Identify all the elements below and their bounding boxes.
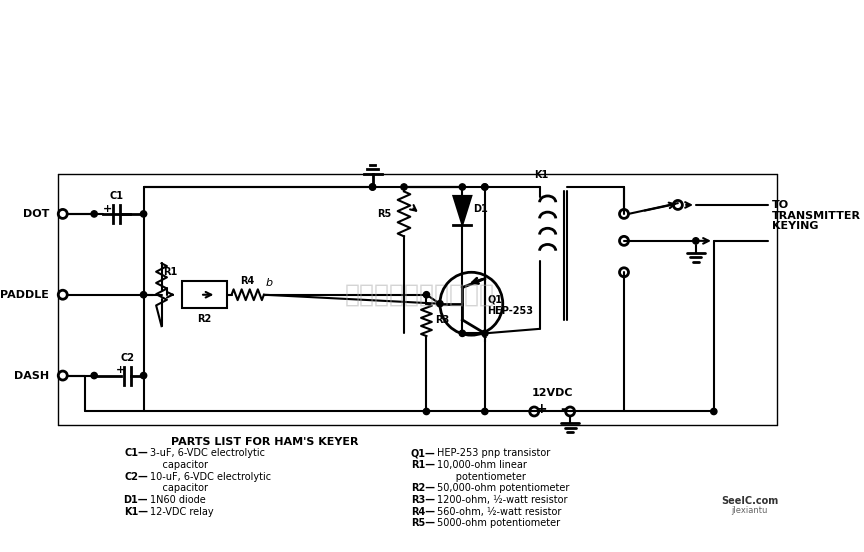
Text: HEP-253 pnp transistor: HEP-253 pnp transistor — [437, 448, 550, 458]
Text: C2: C2 — [120, 353, 135, 363]
Bar — [182, 282, 227, 308]
Text: TRANSMITTER: TRANSMITTER — [772, 211, 861, 221]
Text: R3—: R3— — [411, 495, 435, 505]
Text: 10,000-ohm linear: 10,000-ohm linear — [437, 460, 527, 470]
Text: c: c — [482, 330, 488, 339]
Circle shape — [141, 211, 147, 217]
Circle shape — [370, 184, 376, 190]
Text: C2—: C2— — [124, 471, 148, 482]
Text: K1: K1 — [534, 170, 549, 180]
Circle shape — [711, 408, 717, 415]
Text: 10-uF, 6-VDC electrolytic: 10-uF, 6-VDC electrolytic — [149, 471, 271, 482]
Text: D1—: D1— — [124, 495, 148, 505]
Text: R2: R2 — [198, 315, 212, 325]
Text: 杭州将睿科技有限公司: 杭州将睿科技有限公司 — [344, 283, 494, 307]
Text: 560-ohm, ½-watt resistor: 560-ohm, ½-watt resistor — [437, 507, 562, 517]
Text: 1200-ohm, ½-watt resistor: 1200-ohm, ½-watt resistor — [437, 495, 568, 505]
Text: Q1—: Q1— — [410, 448, 435, 458]
Text: 12-VDC relay: 12-VDC relay — [149, 507, 213, 517]
Circle shape — [91, 373, 98, 379]
Circle shape — [481, 408, 488, 415]
Circle shape — [481, 184, 488, 190]
Text: potentiometer: potentiometer — [437, 471, 526, 482]
Text: KEYING: KEYING — [772, 221, 819, 231]
Text: HEP-253: HEP-253 — [487, 306, 533, 316]
Text: capacitor: capacitor — [149, 484, 208, 493]
Text: C1: C1 — [110, 192, 124, 201]
Text: Q1: Q1 — [487, 294, 503, 304]
Text: C1—: C1— — [124, 448, 148, 458]
Text: 1N60 diode: 1N60 diode — [149, 495, 206, 505]
Text: R5—: R5— — [411, 518, 435, 528]
Text: PADDLE: PADDLE — [0, 290, 49, 300]
Text: R1: R1 — [163, 267, 178, 277]
Text: 3-uF, 6-VDC electrolytic: 3-uF, 6-VDC electrolytic — [149, 448, 265, 458]
Text: 12VDC: 12VDC — [531, 388, 573, 398]
Text: R4—: R4— — [411, 507, 435, 517]
Circle shape — [91, 211, 98, 217]
Circle shape — [459, 184, 466, 190]
Circle shape — [481, 330, 488, 337]
Text: 5000-ohm potentiometer: 5000-ohm potentiometer — [437, 518, 561, 528]
Text: R5: R5 — [378, 209, 391, 219]
Polygon shape — [454, 196, 472, 225]
Circle shape — [437, 301, 443, 307]
Text: 50,000-ohm potentiometer: 50,000-ohm potentiometer — [437, 484, 569, 493]
Text: K1—: K1— — [124, 507, 148, 517]
Text: R1—: R1— — [411, 460, 435, 470]
Circle shape — [141, 373, 147, 379]
Circle shape — [481, 184, 488, 190]
Circle shape — [459, 330, 466, 337]
Circle shape — [693, 238, 699, 244]
Text: +: + — [536, 402, 547, 416]
Circle shape — [370, 184, 376, 190]
Circle shape — [423, 291, 429, 298]
Text: jlexiantu: jlexiantu — [732, 506, 768, 515]
Text: D1: D1 — [473, 204, 488, 214]
Circle shape — [423, 408, 429, 415]
Text: SeeIC.com: SeeIC.com — [721, 496, 778, 506]
Text: b: b — [266, 278, 273, 288]
Circle shape — [141, 291, 147, 298]
Text: PARTS LIST FOR HAM'S KEYER: PARTS LIST FOR HAM'S KEYER — [171, 437, 359, 447]
Text: R2—: R2— — [411, 484, 435, 493]
Text: +: + — [103, 204, 112, 214]
Text: DOT: DOT — [23, 209, 49, 219]
Text: +: + — [116, 365, 124, 375]
Text: R3: R3 — [435, 315, 449, 325]
Circle shape — [401, 184, 407, 190]
Text: DASH: DASH — [14, 370, 49, 380]
Text: capacitor: capacitor — [149, 460, 208, 470]
Text: R4: R4 — [240, 276, 255, 286]
Text: TO: TO — [772, 200, 790, 210]
Text: -: - — [560, 402, 566, 416]
